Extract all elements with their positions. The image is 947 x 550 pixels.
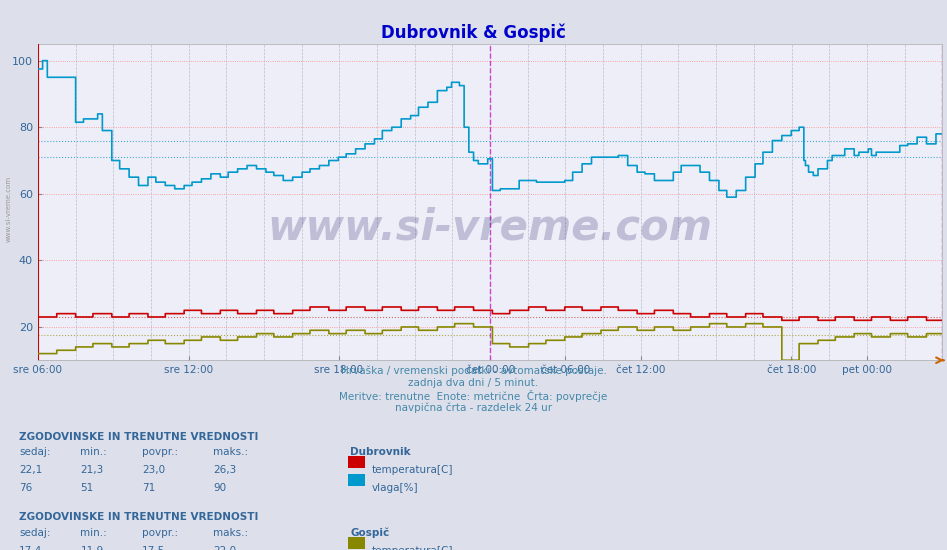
Text: 17,5: 17,5: [142, 546, 166, 550]
Text: www.si-vreme.com: www.si-vreme.com: [268, 206, 712, 249]
Text: 21,3: 21,3: [80, 465, 104, 475]
Text: temperatura[C]: temperatura[C]: [371, 546, 453, 550]
Text: 17,4: 17,4: [19, 546, 43, 550]
Text: 26,3: 26,3: [213, 465, 237, 475]
Text: Meritve: trenutne  Enote: metrične  Črta: povprečje: Meritve: trenutne Enote: metrične Črta: …: [339, 390, 608, 402]
Text: maks.:: maks.:: [213, 528, 248, 538]
Text: ZGODOVINSKE IN TRENUTNE VREDNOSTI: ZGODOVINSKE IN TRENUTNE VREDNOSTI: [19, 432, 259, 442]
Text: 71: 71: [142, 483, 155, 493]
Text: 90: 90: [213, 483, 226, 493]
Text: Dubrovnik: Dubrovnik: [350, 448, 411, 458]
Text: povpr.:: povpr.:: [142, 448, 178, 458]
Text: navpična črta - razdelek 24 ur: navpična črta - razdelek 24 ur: [395, 402, 552, 412]
Text: 76: 76: [19, 483, 32, 493]
Text: maks.:: maks.:: [213, 448, 248, 458]
Text: www.si-vreme.com: www.si-vreme.com: [6, 176, 11, 242]
Text: min.:: min.:: [80, 448, 107, 458]
Text: vlaga[%]: vlaga[%]: [371, 483, 418, 493]
Text: 22,0: 22,0: [213, 546, 236, 550]
Text: Gospič: Gospič: [350, 528, 389, 538]
Text: 22,1: 22,1: [19, 465, 43, 475]
Text: 51: 51: [80, 483, 94, 493]
Text: 11,9: 11,9: [80, 546, 104, 550]
Text: povpr.:: povpr.:: [142, 528, 178, 538]
Text: sedaj:: sedaj:: [19, 528, 50, 538]
Text: min.:: min.:: [80, 528, 107, 538]
Text: Hrvaška / vremenski podatki - avtomatske postaje.: Hrvaška / vremenski podatki - avtomatske…: [341, 366, 606, 376]
Text: sedaj:: sedaj:: [19, 448, 50, 458]
Text: Dubrovnik & Gospič: Dubrovnik & Gospič: [381, 23, 566, 42]
Text: 23,0: 23,0: [142, 465, 165, 475]
Text: ZGODOVINSKE IN TRENUTNE VREDNOSTI: ZGODOVINSKE IN TRENUTNE VREDNOSTI: [19, 512, 259, 522]
Text: temperatura[C]: temperatura[C]: [371, 465, 453, 475]
Text: zadnja dva dni / 5 minut.: zadnja dva dni / 5 minut.: [408, 378, 539, 388]
